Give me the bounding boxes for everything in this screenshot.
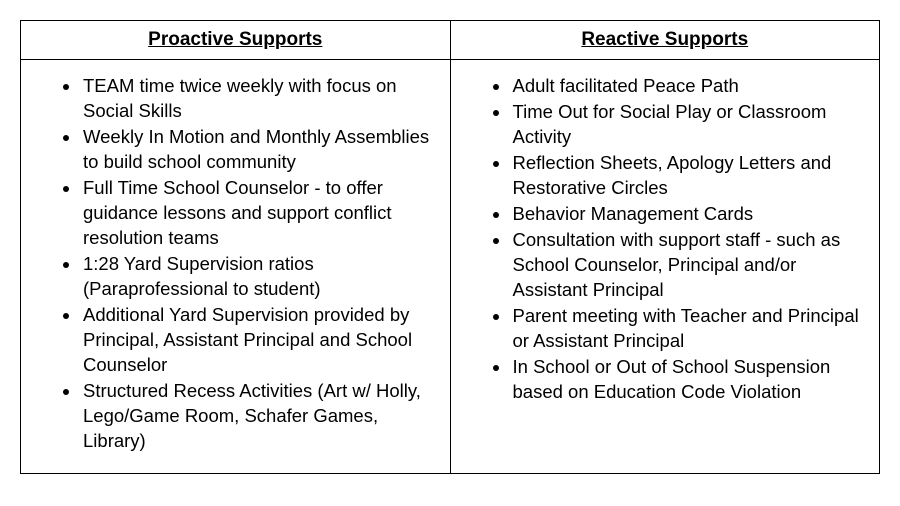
content-row: TEAM time twice weekly with focus on Soc… xyxy=(21,60,880,474)
list-item: In School or Out of School Suspension ba… xyxy=(511,355,862,405)
list-item: Full Time School Counselor - to offer gu… xyxy=(81,176,432,251)
list-item: Weekly In Motion and Monthly Assemblies … xyxy=(81,125,432,175)
list-item: 1:28 Yard Supervision ratios (Paraprofes… xyxy=(81,252,432,302)
column-header-reactive: Reactive Supports xyxy=(450,21,880,60)
list-item: Consultation with support staff - such a… xyxy=(511,228,862,303)
list-item: Additional Yard Supervision provided by … xyxy=(81,303,432,378)
list-item: Parent meeting with Teacher and Principa… xyxy=(511,304,862,354)
list-item: Reflection Sheets, Apology Letters and R… xyxy=(511,151,862,201)
header-row: Proactive Supports Reactive Supports xyxy=(21,21,880,60)
list-item: Behavior Management Cards xyxy=(511,202,862,227)
list-item: Time Out for Social Play or Classroom Ac… xyxy=(511,100,862,150)
column-header-proactive: Proactive Supports xyxy=(21,21,451,60)
supports-table: Proactive Supports Reactive Supports TEA… xyxy=(20,20,880,474)
list-item: Adult facilitated Peace Path xyxy=(511,74,862,99)
list-item: Structured Recess Activities (Art w/ Hol… xyxy=(81,379,432,454)
reactive-cell: Adult facilitated Peace Path Time Out fo… xyxy=(450,60,880,474)
list-item: TEAM time twice weekly with focus on Soc… xyxy=(81,74,432,124)
proactive-cell: TEAM time twice weekly with focus on Soc… xyxy=(21,60,451,474)
proactive-list: TEAM time twice weekly with focus on Soc… xyxy=(39,74,432,454)
reactive-list: Adult facilitated Peace Path Time Out fo… xyxy=(469,74,862,405)
